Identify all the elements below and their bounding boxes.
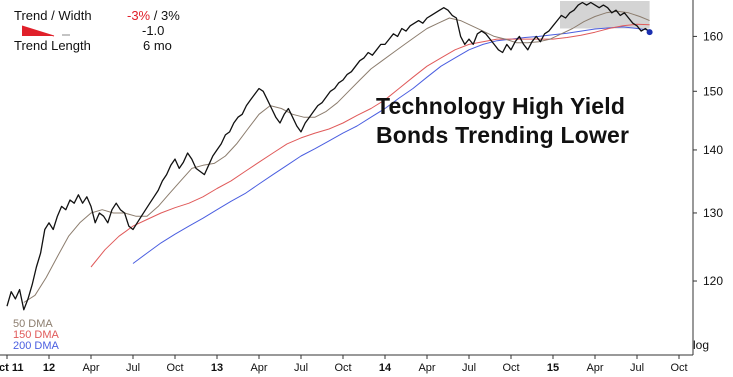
y-tick-label: 120 bbox=[703, 274, 723, 288]
x-axis-ticks: Oct 11 12 Apr Jul Oct 13 Apr Jul Oct 14 Apr Jul Oct 1… bbox=[0, 355, 688, 374]
trend-width-label: Trend / Width bbox=[14, 8, 92, 23]
x-tick-label: Apr bbox=[418, 362, 435, 374]
y-axis-ticks: 120 130 140 150 160 bbox=[693, 29, 723, 288]
trend-width-values: -3% / 3% bbox=[127, 8, 180, 23]
x-tick-label: Apr bbox=[250, 362, 267, 374]
x-tick-label: Oct bbox=[334, 362, 351, 374]
series-line-dma150 bbox=[90, 23, 650, 268]
trend-length-row: Trend Length 6 mo bbox=[14, 38, 214, 53]
chart-headline: Technology High Yield Bonds Trending Low… bbox=[376, 92, 629, 150]
x-tick-label: 14 bbox=[379, 362, 392, 374]
x-tick-label: Jul bbox=[126, 362, 140, 374]
x-tick-label: 12 bbox=[43, 362, 55, 374]
slope-wedge-icon bbox=[22, 25, 70, 37]
y-tick-label: 150 bbox=[703, 84, 723, 98]
x-tick-label: Apr bbox=[82, 362, 99, 374]
trend-width-separator: / bbox=[150, 8, 161, 23]
series-line-price bbox=[6, 1, 651, 311]
ma-label-200: 200 DMA bbox=[13, 340, 59, 352]
last-price-marker bbox=[646, 29, 653, 36]
x-tick-label: 15 bbox=[547, 362, 559, 374]
headline-line-2: Bonds Trending Lower bbox=[376, 122, 630, 148]
x-tick-label: Apr bbox=[586, 362, 603, 374]
trend-width-positive: 3% bbox=[160, 8, 180, 23]
log-scale-label: log bbox=[693, 338, 709, 352]
series-line-dma200 bbox=[132, 26, 650, 264]
slope-row: -1.0 bbox=[14, 23, 214, 38]
series-layer bbox=[6, 1, 653, 311]
series-line-dma50 bbox=[23, 10, 650, 303]
x-tick-label: Jul bbox=[462, 362, 476, 374]
slope-value: -1.0 bbox=[142, 23, 165, 38]
x-tick-label: Jul bbox=[630, 362, 644, 374]
y-tick-label: 130 bbox=[703, 206, 723, 220]
trend-legend: Trend / Width -3% / 3% -1.0 Trend Length… bbox=[14, 8, 214, 53]
x-tick-label: Oct bbox=[502, 362, 519, 374]
trend-length-label: Trend Length bbox=[14, 38, 91, 53]
ma-label-50: 50 DMA bbox=[13, 318, 53, 330]
ma-label-150: 150 DMA bbox=[13, 329, 59, 341]
y-tick-label: 160 bbox=[703, 29, 723, 43]
x-tick-label: Oct 11 bbox=[0, 362, 24, 374]
trend-length-value: 6 mo bbox=[143, 38, 172, 53]
headline-line-1: Technology High Yield bbox=[376, 93, 626, 119]
trend-width-negative: -3% bbox=[127, 8, 151, 23]
x-tick-label: Oct bbox=[670, 362, 687, 374]
x-tick-label: Oct bbox=[166, 362, 183, 374]
x-tick-label: Jul bbox=[294, 362, 308, 374]
x-tick-label: 13 bbox=[211, 362, 223, 374]
y-tick-label: 140 bbox=[703, 143, 723, 157]
trend-width-row: Trend / Width -3% / 3% bbox=[14, 8, 214, 23]
